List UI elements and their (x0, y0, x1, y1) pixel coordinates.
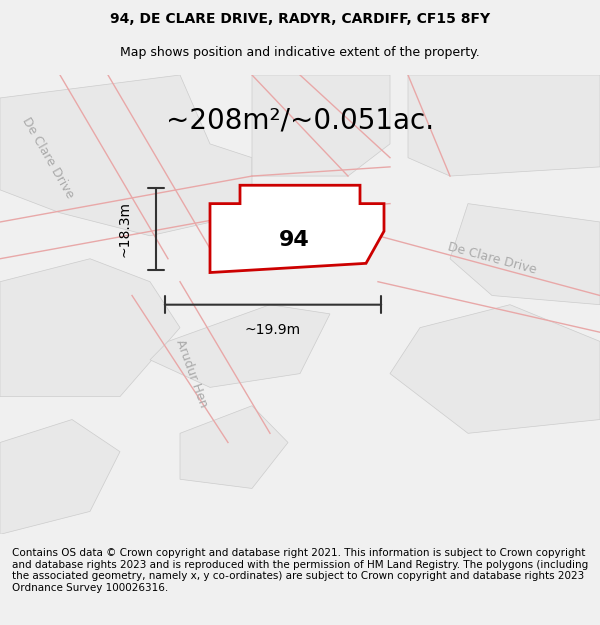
Polygon shape (0, 259, 180, 397)
Polygon shape (0, 419, 120, 534)
Text: Arudur Hen: Arudur Hen (173, 338, 211, 409)
Text: Map shows position and indicative extent of the property.: Map shows position and indicative extent… (120, 46, 480, 59)
Polygon shape (210, 185, 384, 272)
Text: 94: 94 (278, 231, 310, 251)
Text: De Clare Drive: De Clare Drive (446, 241, 538, 277)
Polygon shape (450, 204, 600, 304)
Polygon shape (390, 304, 600, 433)
Text: ~18.3m: ~18.3m (118, 201, 132, 257)
Text: ~208m²/~0.051ac.: ~208m²/~0.051ac. (166, 107, 434, 135)
Text: De Clare Drive: De Clare Drive (20, 115, 76, 201)
Polygon shape (408, 75, 600, 176)
Text: 94, DE CLARE DRIVE, RADYR, CARDIFF, CF15 8FY: 94, DE CLARE DRIVE, RADYR, CARDIFF, CF15… (110, 12, 490, 26)
Polygon shape (150, 304, 330, 388)
Polygon shape (0, 75, 252, 236)
Text: ~19.9m: ~19.9m (245, 323, 301, 337)
Polygon shape (180, 406, 288, 489)
Polygon shape (252, 75, 390, 176)
Text: Contains OS data © Crown copyright and database right 2021. This information is : Contains OS data © Crown copyright and d… (12, 548, 588, 592)
